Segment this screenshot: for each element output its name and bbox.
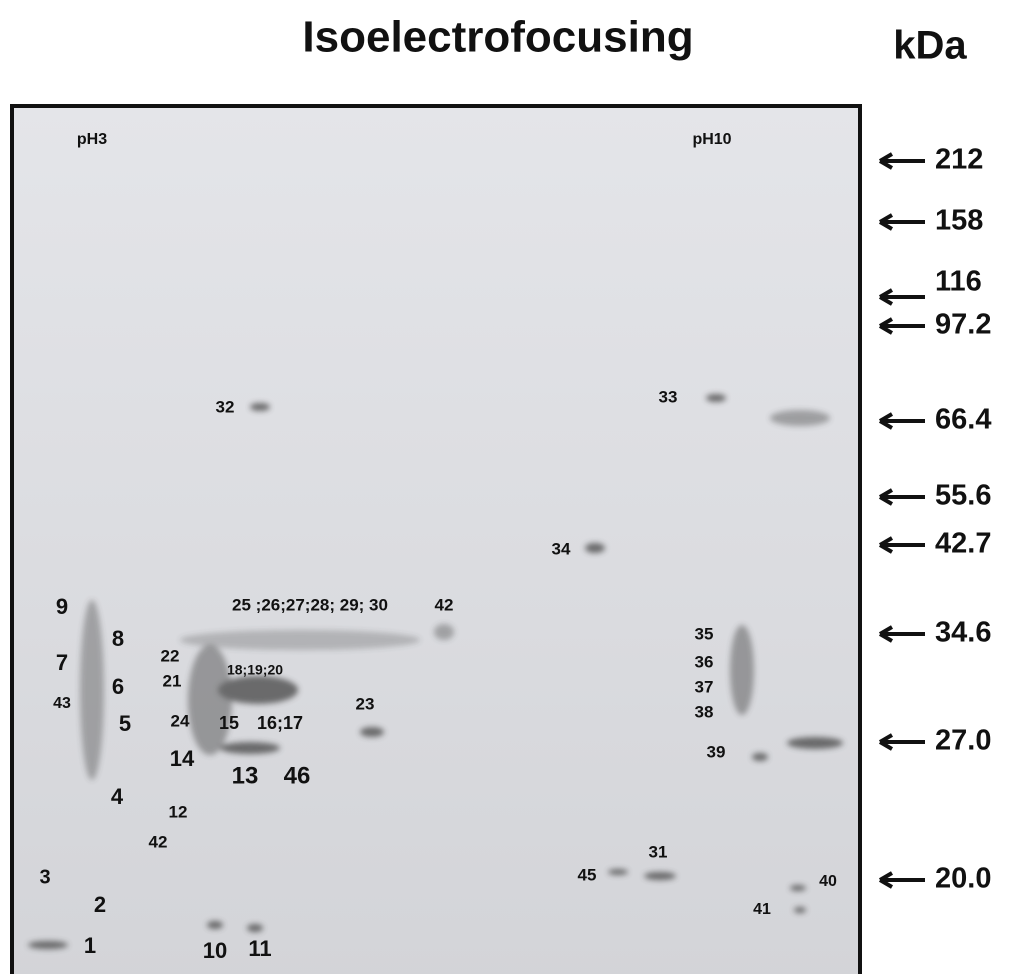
marker-label: 42.7 [935,528,991,560]
spot-label: 33 [659,387,678,406]
spot-label: 39 [707,742,726,761]
gel-left-label: pH3 [77,131,107,148]
spot-label: 4 [111,784,124,809]
spot-label: 42 [435,595,454,614]
marker-arrow [880,215,925,229]
spot-label: 43 [53,695,71,712]
spot-label: 7 [56,650,68,675]
spot-label: 12 [169,802,188,821]
spot-label: 1 [84,933,96,958]
marker-label: 116 [935,266,982,298]
spot-label: 10 [203,938,227,963]
marker-arrow [880,490,925,504]
unit-label: kDa [893,24,967,68]
title: Isoelectrofocusing [302,13,693,62]
spot-label: 23 [356,694,375,713]
marker-label: 34.6 [935,617,991,649]
spot-label: 40 [819,873,837,890]
marker-label: 27.0 [935,725,991,757]
gel-right-label: pH10 [692,131,731,148]
spot-label: 13 [232,762,259,789]
marker-arrow [880,414,925,428]
spot-label: 21 [163,671,182,690]
spot-label: 35 [695,624,714,643]
marker-arrow [880,538,925,552]
spot-label: 9 [56,594,68,619]
marker-label: 97.2 [935,309,991,341]
spot-label: 8 [112,626,124,651]
spot-label: 3 [39,866,50,888]
spot-label: 2 [94,892,106,917]
marker-arrow [880,290,925,304]
marker-arrow [880,873,925,887]
marker-label: 55.6 [935,480,991,512]
marker-label: 158 [935,205,983,237]
spot-label: 22 [161,646,180,665]
figure: Isoelectrofocusing kDa pH3 pH10 21215811… [0,0,1013,974]
spot-label: 15 [219,713,239,733]
marker-arrow [880,319,925,333]
spot-label: 37 [695,677,714,696]
spot-label: 25 ;26;27;28; 29; 30 [232,595,388,614]
spot-label: 46 [284,762,311,789]
spot-label: 42 [149,832,168,851]
gel [12,106,860,974]
marker-arrow [880,627,925,641]
spot-label: 45 [578,865,597,884]
spot-label: 36 [695,652,714,671]
page: {"title": "Isoelectrofocusing", "unit": … [0,0,1013,974]
spot-label: 38 [695,702,714,721]
spot-label: 34 [552,539,571,558]
marker-label: 66.4 [935,404,991,436]
spot-label: 24 [171,711,190,730]
spot-label: 41 [753,901,771,918]
marker-arrow [880,154,925,168]
spot-label: 11 [248,936,271,961]
marker-label: 212 [935,144,983,176]
spot-label: 5 [119,711,131,736]
spot-label: 14 [170,746,195,771]
marker-label: 20.0 [935,863,991,895]
spot-label: 18;19;20 [227,662,283,678]
marker-arrow [880,735,925,749]
spot-label: 6 [112,674,124,699]
spot-label: 16;17 [257,713,303,733]
spot-label: 32 [216,397,235,416]
spot-label: 31 [649,842,668,861]
